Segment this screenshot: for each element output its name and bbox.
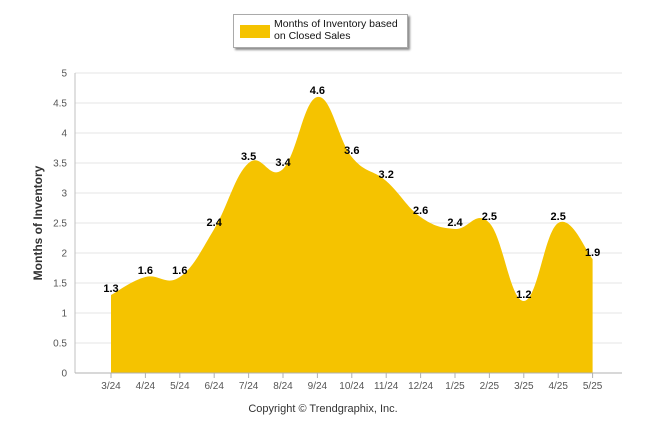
data-label: 1.2: [516, 289, 531, 301]
y-tick-label: 1.5: [53, 279, 67, 290]
x-tick-label: 7/24: [239, 381, 259, 392]
y-tick-label: 3: [61, 189, 67, 200]
data-label: 3.2: [379, 169, 394, 181]
data-label: 3.6: [344, 145, 359, 157]
y-tick-label: 5: [61, 69, 67, 80]
x-tick-label: 5/24: [170, 381, 190, 392]
data-label: 2.4: [207, 217, 223, 229]
data-label: 1.6: [172, 265, 187, 277]
x-tick-label: 8/24: [273, 381, 293, 392]
data-label: 3.4: [275, 157, 291, 169]
x-tick-label: 3/25: [514, 381, 534, 392]
x-tick-label: 1/25: [445, 381, 465, 392]
y-tick-label: 3.5: [53, 159, 67, 170]
y-axis-label: Months of Inventory: [31, 165, 45, 280]
copyright-footer: Copyright © Trendgraphix, Inc.: [248, 403, 398, 415]
axes: 0 0.5 1 1.5 2 2.5 3 3.5 4 4.5 5 3/24 4/24 5/24 6/24 7/2…: [53, 69, 622, 392]
y-tick-label: 0.5: [53, 339, 67, 350]
data-label: 1.3: [103, 283, 118, 295]
data-label: 2.5: [482, 211, 497, 223]
legend-label: Months of Inventory based on Closed Sale…: [274, 18, 398, 42]
x-tick-label: 2/25: [480, 381, 500, 392]
x-tick-label: 4/24: [136, 381, 156, 392]
x-tick-label: 5/25: [583, 381, 603, 392]
x-tick-label: 6/24: [204, 381, 224, 392]
x-tick-label: 11/24: [374, 381, 399, 392]
chart-legend: Months of Inventory based on Closed Sale…: [233, 14, 408, 48]
data-label: 3.5: [241, 151, 256, 163]
y-tick-label: 2.5: [53, 219, 67, 230]
x-tick-label: 12/24: [408, 381, 433, 392]
y-tick-label: 4: [61, 129, 67, 140]
y-tick-label: 2: [61, 249, 67, 260]
y-tick-label: 1: [61, 309, 67, 320]
data-label: 1.9: [585, 247, 600, 259]
data-label: 2.4: [447, 217, 463, 229]
x-tick-label: 10/24: [339, 381, 364, 392]
data-label: 2.5: [551, 211, 566, 223]
x-tick-label: 3/24: [101, 381, 121, 392]
data-label: 2.6: [413, 205, 428, 217]
y-tick-label: 0: [61, 369, 67, 380]
series-area: [111, 96, 593, 374]
x-tick-label: 9/24: [308, 381, 328, 392]
x-tick-label: 4/25: [548, 381, 568, 392]
y-tick-label: 4.5: [53, 99, 67, 110]
series-area-fill: [111, 96, 593, 374]
legend-swatch: [240, 25, 270, 38]
data-label: 1.6: [138, 265, 153, 277]
data-label: 4.6: [310, 85, 325, 97]
data-labels: 1.3 1.6 1.6 2.4 3.5 3.4 4.6 3.6 3.2 2.6 2.4 2.5 1.2 2…: [103, 85, 600, 301]
